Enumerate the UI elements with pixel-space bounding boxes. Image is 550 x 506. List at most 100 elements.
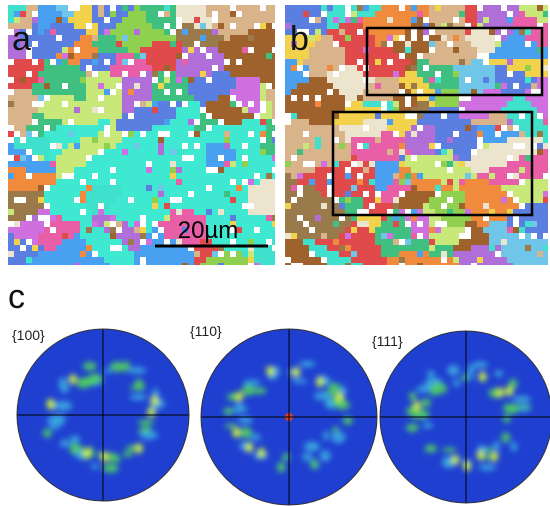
grain-pixel (68, 89, 74, 95)
grain-pixel (62, 257, 68, 263)
grain-pixel (272, 167, 275, 173)
intensity-spot (137, 419, 154, 426)
grain-pixel (399, 137, 405, 143)
grain-pixel (333, 89, 339, 95)
grain-pixel (74, 113, 80, 119)
grain-pixel (260, 251, 266, 257)
grain-pixel (405, 131, 411, 137)
grain-pixel (50, 239, 56, 245)
grain-pixel (411, 89, 417, 95)
grain-pixel (236, 71, 242, 77)
grain-pixel (140, 35, 146, 41)
grain-pixel (447, 113, 453, 119)
grain-pixel (489, 95, 495, 101)
grain-pixel (507, 113, 513, 119)
grain-pixel (104, 221, 110, 227)
grain-pixel (381, 65, 387, 71)
grain-pixel (236, 173, 242, 179)
grain-pixel (393, 5, 399, 11)
grain-pixel (399, 23, 405, 29)
grain-pixel (272, 209, 275, 215)
grain-pixel (477, 89, 483, 95)
grain-pixel (152, 47, 158, 53)
grain-pixel (212, 59, 218, 65)
grain-pixel (164, 131, 170, 137)
grain-pixel (507, 29, 513, 35)
grain-pixel (417, 5, 423, 11)
grain-pixel (345, 131, 351, 137)
grain-pixel (393, 161, 399, 167)
grain-pixel (297, 11, 303, 17)
grain-pixel (32, 167, 38, 173)
grain-pixel (321, 119, 327, 125)
grain-pixel (50, 149, 56, 155)
grain-pixel (339, 251, 345, 257)
grain-pixel (176, 5, 182, 11)
grain-pixel (104, 173, 110, 179)
grain-pixel (321, 167, 327, 173)
intensity-peak (266, 365, 275, 376)
grain-pixel (495, 149, 501, 155)
grain-pixel (321, 53, 327, 59)
grain-pixel (321, 185, 327, 191)
grain-pixel (200, 83, 206, 89)
grain-pixel (14, 239, 20, 245)
grain-pixel (68, 179, 74, 185)
grain-pixel (170, 47, 176, 53)
grain-pixel (212, 185, 218, 191)
grain-pixel (303, 173, 309, 179)
grain-pixel (537, 65, 543, 71)
grain-pixel (369, 125, 375, 131)
grain-pixel (393, 59, 399, 65)
grain-pixel (333, 143, 339, 149)
grain-pixel (441, 167, 447, 173)
grain-pixel (224, 59, 230, 65)
grain-pixel (62, 263, 68, 265)
grain-pixel (194, 95, 200, 101)
grain-pixel (62, 245, 68, 251)
grain-pixel (38, 245, 44, 251)
grain-pixel (345, 161, 351, 167)
grain-pixel (429, 113, 435, 119)
grain-pixel (315, 41, 321, 47)
grain-pixel (128, 161, 134, 167)
grain-pixel (272, 179, 275, 185)
grain-pixel (519, 149, 525, 155)
grain-pixel (20, 161, 26, 167)
grain-pixel (194, 47, 200, 53)
grain-pixel (483, 263, 489, 265)
grain-pixel (513, 107, 519, 113)
grain-pixel (417, 251, 423, 257)
grain-pixel (206, 179, 212, 185)
grain-pixel (248, 197, 254, 203)
grain-pixel (164, 119, 170, 125)
grain-pixel (321, 179, 327, 185)
intensity-spot (42, 428, 52, 438)
grain-pixel (501, 161, 507, 167)
grain-pixel (411, 131, 417, 137)
grain-pixel (170, 227, 176, 233)
grain-pixel (465, 59, 471, 65)
grain-pixel (387, 203, 393, 209)
pole-outline (200, 328, 378, 506)
grain-pixel (411, 251, 417, 257)
grain-pixel (387, 161, 393, 167)
grain-pixel (375, 59, 381, 65)
grain-pixel (146, 77, 152, 83)
grain-pixel (152, 71, 158, 77)
intensity-spot (69, 435, 81, 443)
grain-pixel (363, 173, 369, 179)
grain-pixel (411, 83, 417, 89)
grain-pixel (459, 83, 465, 89)
grain-pixel (164, 257, 170, 263)
grain-pixel (447, 167, 453, 173)
grain-pixel (44, 89, 50, 95)
grain-pixel (507, 185, 513, 191)
grain-pixel (62, 209, 68, 215)
grain-pixel (146, 173, 152, 179)
grain-pixel (405, 143, 411, 149)
grain-pixel (230, 113, 236, 119)
grain-pixel (321, 89, 327, 95)
grain-pixel (495, 221, 501, 227)
grain-pixel (146, 65, 152, 71)
